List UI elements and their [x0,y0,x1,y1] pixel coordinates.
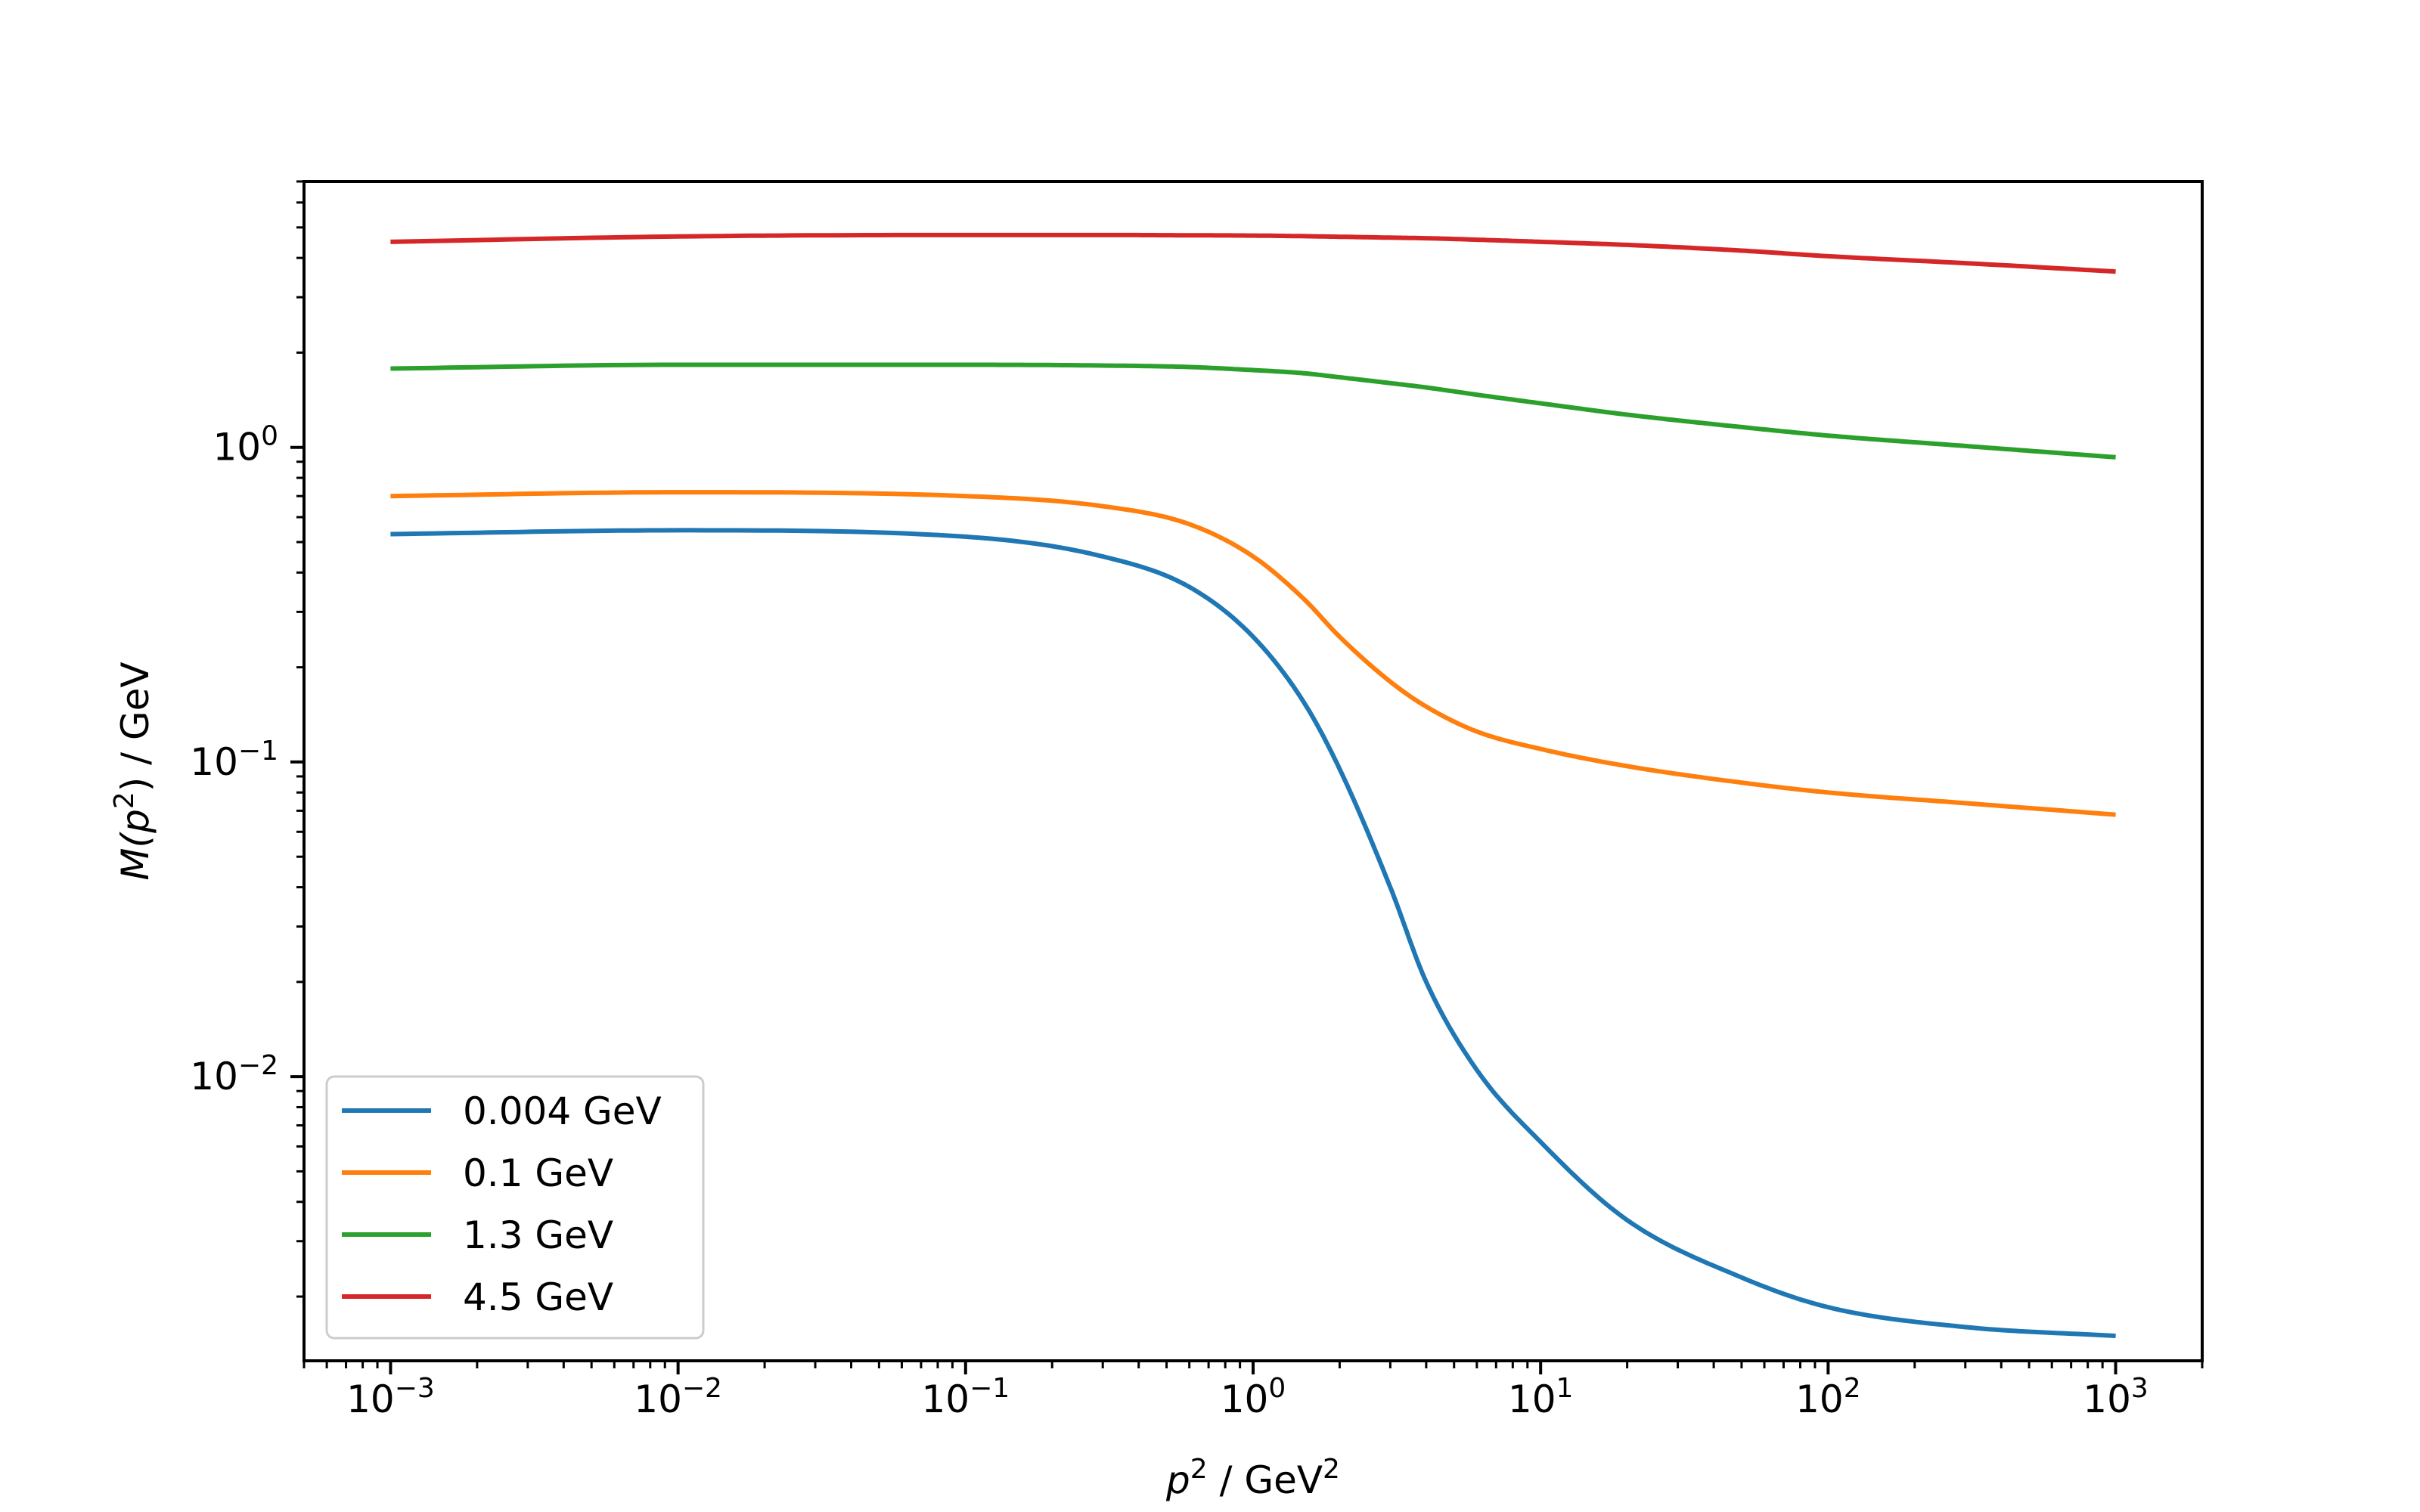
x-tick-label: 102 [1795,1373,1861,1421]
series-line-3 [390,362,2116,460]
x-tick-label: 103 [2083,1373,2149,1421]
x-tick-label: 10−3 [346,1373,435,1421]
y-tick-label: 100 [213,421,278,469]
y-axis-label: M(p2) / GeV [109,662,157,880]
x-axis-label: p2 / GeV2 [1165,1454,1340,1502]
legend-label: 1.3 GeV [463,1213,613,1257]
series-line-1 [390,528,2116,1338]
y-tick-label: 10−1 [190,736,278,784]
series-line-2 [390,490,2116,817]
y-tick-label: 10−2 [190,1050,278,1098]
y-axis-ticks: 10−2 10−1 100 [190,421,304,1098]
x-axis-ticks: 10−3 10−2 10−1 100 101 102 103 [346,1361,2149,1421]
x-tick-label: 101 [1508,1373,1574,1421]
legend-frame [325,1075,705,1340]
legend-label: 0.1 GeV [463,1151,613,1195]
legend: 0.004 GeV 0.1 GeV 1.3 GeV 4.5 GeV [325,1075,705,1340]
series-line-4 [390,232,2116,274]
series-layer [390,232,2116,1338]
legend-label: 0.004 GeV [463,1089,662,1133]
legend-label: 4.5 GeV [463,1275,613,1319]
x-tick-label: 10−1 [921,1373,1010,1421]
x-tick-label: 10−2 [634,1373,722,1421]
x-tick-label: 100 [1221,1373,1286,1421]
